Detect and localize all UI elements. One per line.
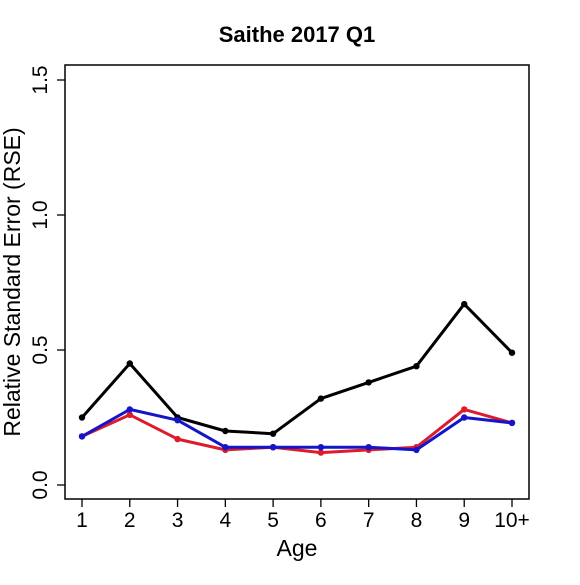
series-3 xyxy=(79,406,515,453)
data-point xyxy=(365,444,371,450)
y-tick-label: 1.0 xyxy=(29,200,52,229)
data-point xyxy=(461,406,467,412)
x-tick-label: 7 xyxy=(363,509,375,532)
data-point xyxy=(461,414,467,420)
data-point xyxy=(509,420,515,426)
data-point xyxy=(127,360,133,366)
chart-title: Saithe 2017 Q1 xyxy=(219,22,376,47)
data-point xyxy=(174,417,180,423)
data-point xyxy=(318,444,324,450)
x-tick-label: 1 xyxy=(76,509,88,532)
series-1 xyxy=(79,301,515,437)
y-tick-label: 0.0 xyxy=(29,470,52,499)
x-axis-title: Age xyxy=(277,535,318,561)
data-point xyxy=(174,436,180,442)
data-point xyxy=(413,363,419,369)
data-point xyxy=(509,350,515,356)
y-tick-label: 0.5 xyxy=(29,335,52,364)
data-point xyxy=(270,444,276,450)
x-tick-label: 3 xyxy=(172,509,184,532)
data-point xyxy=(127,406,133,412)
data-point xyxy=(413,447,419,453)
plot-frame xyxy=(65,65,529,499)
data-point xyxy=(365,379,371,385)
y-axis-title: Relative Standard Error (RSE) xyxy=(0,127,25,436)
data-point xyxy=(318,395,324,401)
x-tick-label: 4 xyxy=(219,509,231,532)
x-tick-label: 5 xyxy=(267,509,279,532)
x-tick-label: 10+ xyxy=(494,509,530,532)
data-point xyxy=(79,433,85,439)
x-tick-label: 8 xyxy=(411,509,423,532)
series-layer xyxy=(79,301,515,456)
x-tick-label: 9 xyxy=(458,509,470,532)
x-axis: 1 2 3 4 5 6 7 8 9 10+ xyxy=(76,499,530,532)
data-point xyxy=(222,444,228,450)
data-point xyxy=(79,414,85,420)
data-point xyxy=(270,431,276,437)
data-point xyxy=(222,428,228,434)
x-tick-label: 2 xyxy=(124,509,136,532)
x-tick-label: 6 xyxy=(315,509,327,532)
y-axis: 0.0 0.5 1.0 1.5 xyxy=(29,65,65,499)
y-tick-label: 1.5 xyxy=(29,65,52,94)
data-point xyxy=(461,301,467,307)
